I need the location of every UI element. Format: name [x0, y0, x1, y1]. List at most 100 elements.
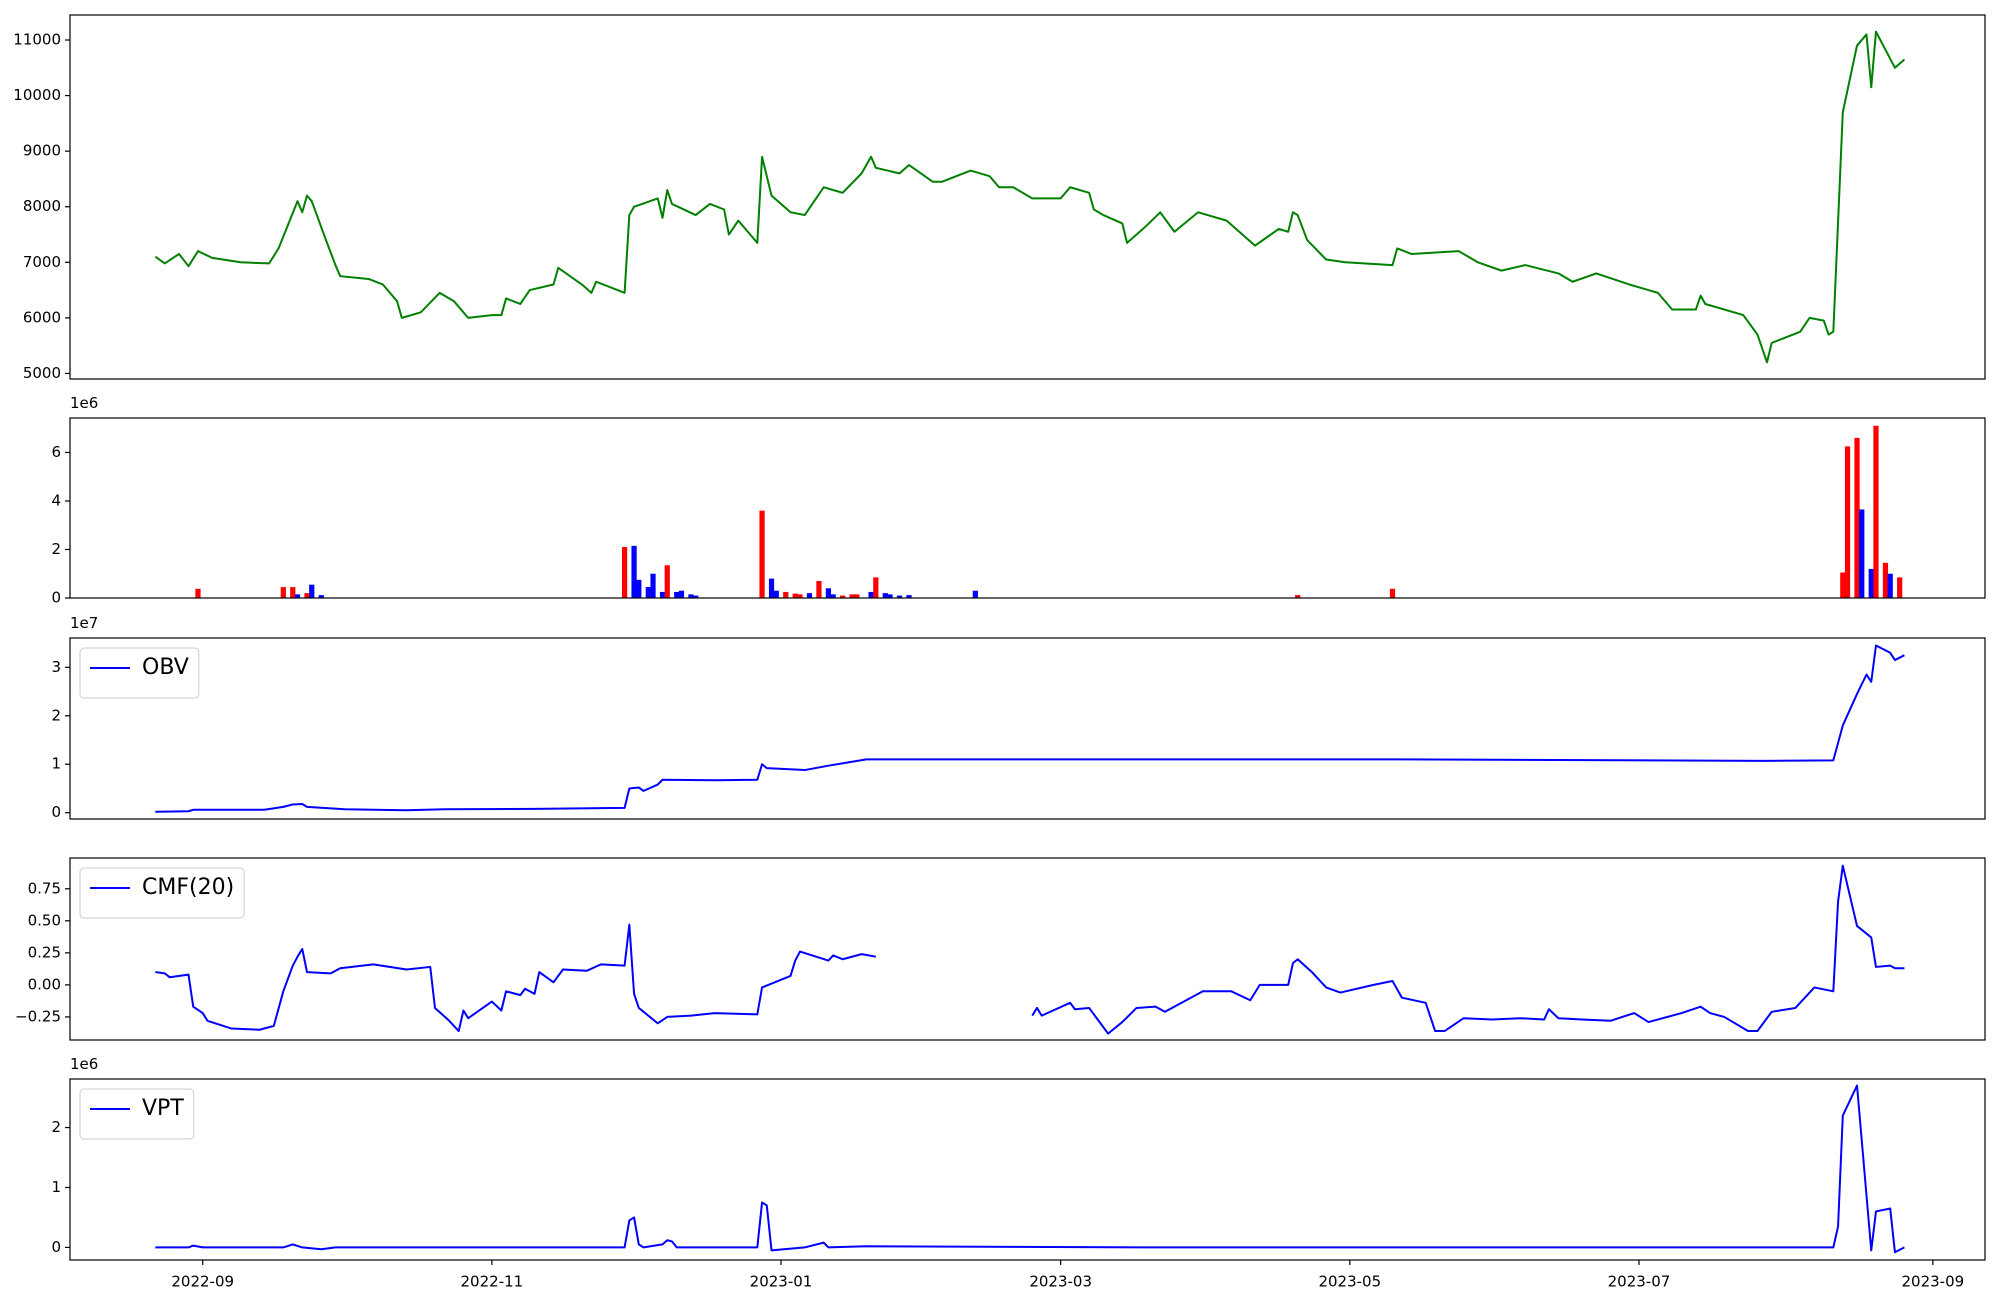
volume-bar: [773, 590, 779, 598]
y-tick-label: −0.25: [15, 1007, 61, 1025]
axes-frame: [69, 637, 1986, 820]
volume-bar: [783, 591, 789, 598]
volume-bar: [868, 591, 874, 598]
volume-bar: [1844, 446, 1851, 598]
x-tick-label: 2022-11: [461, 1273, 524, 1291]
volume-bar: [645, 587, 651, 598]
legend: OBV: [79, 647, 200, 699]
x-tick-label: 2023-09: [1902, 1273, 1965, 1291]
volume-bar: [972, 590, 978, 598]
y-tick-label: 1: [51, 755, 61, 773]
y-tick-label: 3: [51, 658, 61, 676]
volume-bar: [318, 595, 324, 598]
volume-bar: [290, 587, 296, 598]
axes-frame: [69, 1078, 1986, 1261]
volume-bar: [631, 545, 637, 598]
y-tick-label: 2: [51, 706, 61, 724]
volume-bar: [1854, 437, 1860, 598]
volume-bar: [797, 594, 803, 598]
axis-offset-label: 1e6: [70, 1055, 98, 1073]
axes-frame: [69, 14, 1986, 380]
volume-bar: [825, 588, 832, 598]
legend-label: OBV: [142, 655, 189, 680]
volume-bar: [830, 594, 836, 598]
y-tick-label: 7000: [23, 253, 61, 271]
volume-bar: [1882, 562, 1889, 598]
legend-box: [79, 1088, 195, 1140]
y-tick-label: 0: [51, 803, 61, 821]
volume-bar: [816, 581, 822, 598]
x-tick-label: 2023-03: [1029, 1273, 1092, 1291]
y-tick-label: 6000: [23, 308, 61, 326]
volume-bar: [693, 595, 699, 598]
volume-bar: [768, 578, 775, 598]
y-tick-label: 6: [51, 443, 61, 461]
y-tick-label: 2: [51, 1118, 61, 1136]
volume-bar: [304, 593, 310, 598]
y-tick-label: 0.75: [28, 879, 61, 897]
data-line: [155, 864, 1905, 1035]
volume-bar: [873, 577, 879, 598]
y-tick-label: 2: [51, 540, 61, 558]
legend-box: [79, 647, 200, 699]
legend: VPT: [79, 1088, 195, 1140]
x-tick-label: 2023-01: [750, 1273, 813, 1291]
volume-bar: [1859, 509, 1865, 598]
volume-bar: [906, 595, 912, 598]
volume-bar: [849, 594, 855, 598]
volume-bar: [882, 593, 888, 598]
panel: −0.25 0.00 0.25 0.50 0.75 CMF(20): [15, 857, 1986, 1041]
volume-bar: [1295, 595, 1301, 598]
volume-bar: [1897, 577, 1903, 598]
y-tick-label: 11000: [13, 31, 61, 49]
volume-bar: [280, 587, 286, 598]
y-tick-label: 0: [51, 589, 61, 607]
y-tick-label: 5000: [23, 364, 61, 382]
volume-bar: [840, 595, 846, 598]
volume-bar: [678, 590, 685, 598]
x-tick-label: 2022-09: [171, 1273, 234, 1291]
volume-bar: [887, 594, 893, 598]
x-tick-label: 2023-05: [1318, 1273, 1381, 1291]
volume-bar: [1840, 572, 1846, 598]
legend-label: VPT: [142, 1096, 184, 1121]
data-line: [154, 30, 1906, 364]
volume-bar: [309, 584, 315, 598]
y-tick-label: 1: [51, 1178, 61, 1196]
volume-bar: [806, 593, 813, 598]
y-tick-label: 0.00: [28, 975, 61, 993]
y-tick-label: 4: [51, 491, 61, 509]
data-line: [155, 1084, 1905, 1254]
axis-offset-label: 1e7: [70, 614, 98, 632]
volume-bar: [664, 565, 670, 598]
volume-bar: [1887, 573, 1893, 598]
volume-bar: [1873, 425, 1879, 598]
y-tick-label: 8000: [23, 197, 61, 215]
volume-bar: [759, 510, 765, 598]
y-tick-label: 0.50: [28, 911, 61, 929]
panel: 5000 6000 7000 8000 9000 10000 11000: [13, 14, 1986, 382]
y-tick-label: 9000: [23, 142, 61, 160]
volume-bar: [636, 579, 642, 598]
volume-bar: [621, 547, 628, 598]
volume-bar: [674, 591, 680, 598]
legend: CMF(20): [79, 867, 245, 919]
panel: 0 1 2 2022-09 2022-11 2023-01 2023-03 2023-05 20…: [51, 1055, 1986, 1291]
volume-bar: [294, 594, 301, 598]
volume-bar: [792, 593, 798, 598]
legend-box: [79, 867, 245, 919]
volume-bar: [1868, 568, 1874, 598]
volume-bar: [659, 591, 666, 598]
x-tick-label: 2023-07: [1608, 1273, 1671, 1291]
volume-bar: [688, 594, 694, 598]
panel: 0 1 2 3 1e7 OBV: [51, 614, 1986, 821]
panel: 0 2 4 6 1e6: [51, 394, 1986, 607]
y-tick-label: 0.25: [28, 943, 61, 961]
axis-offset-label: 1e6: [70, 394, 98, 412]
volume-bar: [650, 573, 656, 598]
y-tick-label: 0: [51, 1238, 61, 1256]
legend-label: CMF(20): [142, 875, 234, 900]
volume-bar: [1389, 588, 1396, 598]
